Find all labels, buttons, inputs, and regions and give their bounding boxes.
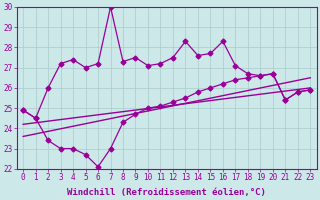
X-axis label: Windchill (Refroidissement éolien,°C): Windchill (Refroidissement éolien,°C) — [67, 188, 266, 197]
